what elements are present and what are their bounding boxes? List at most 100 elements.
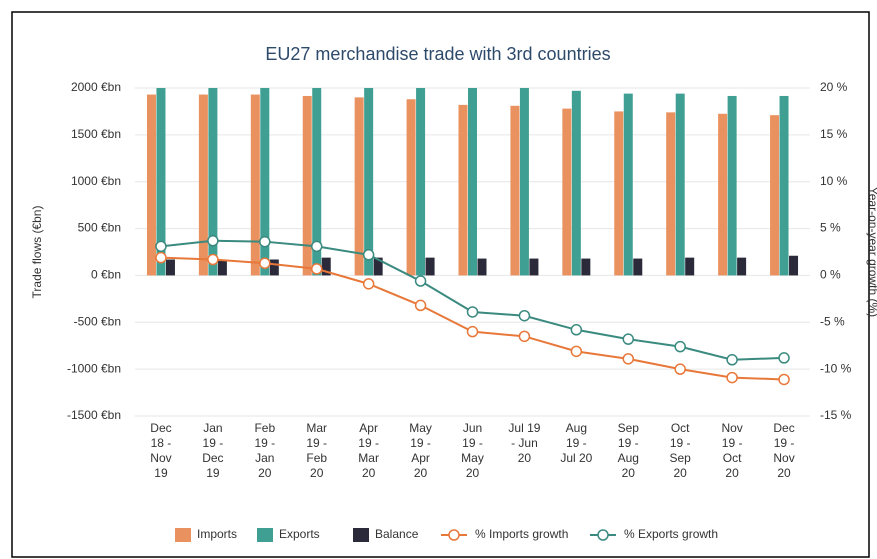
bar [468,88,477,276]
y-tick-label: 1500 €bn [71,127,121,141]
line-marker [414,275,427,287]
x-tick-label: Mar 19 - Feb 20 [306,421,328,480]
bar [519,88,529,276]
line-marker [778,373,790,386]
line-marker [726,354,738,366]
line-marker [207,235,219,247]
legend-label: Balance [375,527,419,541]
y-tick-label: -1000 €bn [67,361,121,375]
bar [208,88,218,276]
line-marker [155,240,167,253]
x-tick-label: Jul 19 - Jun 20 [508,421,541,465]
line-marker [622,333,635,345]
y2-tick-label: -10 % [820,361,852,375]
legend-label: Exports [279,527,320,541]
line-marker [362,278,375,290]
bar [562,108,572,276]
y2-tick-label: -15 % [820,408,852,422]
bar [675,93,685,276]
line-marker [362,249,375,261]
bar [666,112,676,276]
legend-swatch [448,529,460,541]
x-tick-label: Aug 19 - Jul 20 [560,421,593,465]
y-axis-label: Trade flows (€bn) [30,206,44,299]
line-marker [674,340,686,353]
x-tick-label: Sep 19 - Aug 20 [617,421,639,480]
bar [260,88,270,276]
bar [425,257,435,276]
y2-tick-label: 15 % [820,127,848,141]
x-tick-label: Jun 19 - May 20 [461,421,484,480]
legend-swatch [257,528,273,542]
legend-label: % Imports growth [475,527,568,541]
bar [250,94,260,276]
x-tick-label: Dec 18 - Nov 19 [150,421,172,480]
bar [571,90,581,276]
line-marker [518,309,531,322]
x-tick-label: Dec 19 - Nov 20 [773,421,795,480]
bar [458,104,468,276]
y2-tick-label: 10 % [820,174,848,188]
bar [718,113,728,276]
bar [321,257,331,276]
line-marker [259,257,271,269]
bar [156,88,166,276]
bar [165,259,175,276]
y2-tick-label: 0 % [820,268,841,282]
legend-swatch [353,528,369,542]
line-marker [310,263,323,275]
bar [581,258,591,276]
bar [770,115,780,276]
bar [477,258,487,276]
bar [302,95,312,276]
x-tick-label: Apr 19 - Mar 20 [358,421,379,480]
bar [354,97,364,276]
line-marker [466,325,479,338]
line-marker [518,330,531,343]
bar [510,105,520,276]
bar [529,258,539,276]
bar [312,88,322,276]
bar [727,95,737,276]
x-tick-label: Feb 19 - Jan 20 [254,421,276,480]
x-tick-label: May 19 - Apr 20 [409,421,432,480]
bar [364,88,374,276]
x-tick-label: Nov 19 - Oct 20 [721,421,743,480]
bar [779,95,789,276]
line-marker [570,324,583,336]
bar [146,94,156,276]
x-tick-label: Jan 19 - Dec 19 [202,421,224,480]
bar [198,94,208,276]
line-marker [259,235,271,248]
bar [623,93,633,276]
legend-swatch [597,529,609,541]
chart-title: EU27 merchandise trade with 3rd countrie… [265,44,610,64]
bar [406,99,416,276]
bar [614,111,624,276]
bar [269,259,279,276]
y-tick-label: 500 €bn [78,221,121,235]
line-marker [726,371,738,384]
x-tick-label: Oct 19 - Sep 20 [669,421,691,480]
y2-tick-label: 20 % [820,80,848,94]
bar [373,257,383,276]
bar [685,257,695,276]
bar [633,258,643,276]
legend-label: Imports [197,527,237,541]
line-marker [155,251,167,264]
line-marker [466,306,479,318]
line-marker [570,345,583,358]
y-tick-label: 1000 €bn [71,174,121,188]
line-marker [207,253,219,266]
y-tick-label: 0 €bn [91,268,121,282]
y2-tick-label: -5 % [820,314,845,328]
y2-axis-label: Year-on-year growth (%) [866,187,877,317]
legend-swatch [175,528,191,542]
bar [789,255,799,276]
line-marker [414,299,427,312]
bar [416,88,426,276]
y-tick-label: -1500 €bn [67,408,121,422]
bar [737,257,747,276]
